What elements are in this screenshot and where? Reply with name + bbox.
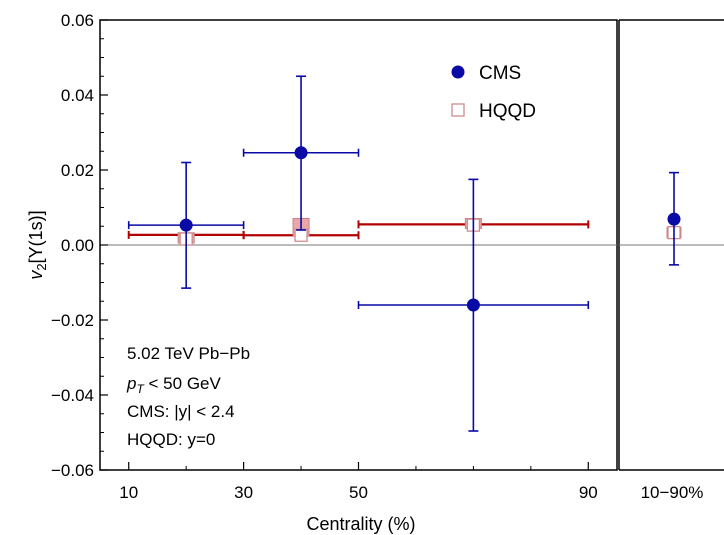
x-tick-label: 50 — [349, 483, 368, 502]
cms-series — [127, 75, 681, 432]
annotation-energy: 5.02 TeV Pb−Pb — [127, 344, 250, 363]
cms-marker — [466, 298, 480, 312]
cms-marker — [294, 146, 308, 160]
annotation: 5.02 TeV Pb−Pb pT < 50 GeV CMS: |y| < 2.… — [126, 344, 250, 449]
legend-hqqd-marker — [451, 103, 465, 117]
x-tick-label: 30 — [234, 483, 253, 502]
y-tick-label: 0.00 — [61, 236, 94, 255]
legend-cms-label: CMS — [479, 63, 521, 84]
x-axis-title: Centrality (%) — [306, 514, 415, 534]
y-tick-label: −0.04 — [51, 386, 94, 405]
legend: CMS HQQD — [451, 63, 536, 122]
y-tick-label: 0.04 — [61, 86, 94, 105]
x-tick-label: 10 — [119, 483, 138, 502]
y-tick-label: −0.02 — [51, 311, 94, 330]
y-axis-title: v2[Υ(1s)] — [26, 210, 49, 279]
annotation-pt: pT < 50 GeV — [126, 374, 221, 396]
x-axis-ticks: 10 30 50 90 — [119, 462, 598, 502]
y-axis-ticks: 0.06 0.04 0.02 0.00 −0.02 −0.04 −0.06 — [51, 11, 108, 480]
annotation-hqqd: HQQD: y=0 — [127, 430, 215, 449]
cms-marker — [179, 218, 193, 232]
hqqd-marker — [294, 228, 308, 242]
y-tick-label: 0.02 — [61, 161, 94, 180]
legend-hqqd-label: HQQD — [479, 101, 536, 122]
hqqd-series — [127, 218, 682, 246]
x-tick-label: 90 — [579, 483, 598, 502]
integrated-x-label: 10−90% — [641, 483, 704, 502]
legend-cms-marker — [451, 65, 465, 79]
y-tick-label: −0.06 — [51, 461, 94, 480]
cms-integrated-marker — [667, 212, 681, 226]
y-tick-label: 0.06 — [61, 11, 94, 30]
annotation-cms: CMS: |y| < 2.4 — [127, 402, 235, 421]
